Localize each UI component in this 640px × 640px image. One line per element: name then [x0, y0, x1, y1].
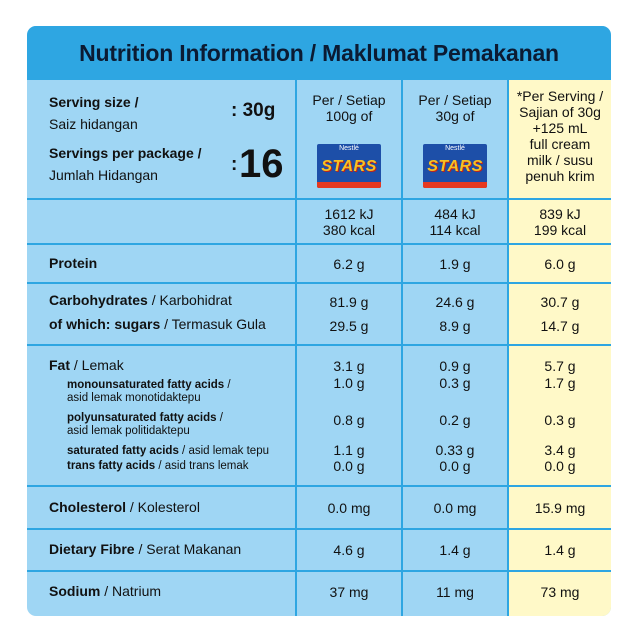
poly-per-100g: 0.8 g [333, 412, 365, 428]
cholesterol-per-serving: 15.9 mg [534, 500, 586, 516]
energy-per-serving: 839 kJ 199 kcal [533, 206, 587, 238]
divider [27, 344, 611, 346]
mono-fatty-acids-label-ms: asid lemak monotidaktepu [67, 392, 201, 404]
panel-title: Nutrition Information / Maklumat Pemakan… [27, 26, 611, 80]
trans-per-30g: 0.0 g [439, 458, 471, 474]
energy-per-100g: 1612 kJ 380 kcal [322, 206, 376, 238]
nutrition-panel: Nutrition Information / Maklumat Pemakan… [27, 26, 611, 616]
saturated-fatty-acids-label: saturated fatty acids / asid lemak tepu [67, 445, 269, 457]
mono-fatty-acids-label: monounsaturated fatty acids / [67, 379, 231, 391]
divider [27, 485, 611, 487]
column-header-per-100g: Per / Setiap 100g of [312, 92, 386, 124]
column-header-per-30g: Per / Setiap 30g of [418, 92, 492, 124]
sodium-per-30g: 11 mg [436, 584, 474, 600]
carbohydrates-label: Carbohydrates / Karbohidrat [49, 292, 232, 308]
protein-label: Protein [49, 255, 98, 271]
column-divider [507, 80, 509, 616]
divider [27, 243, 611, 245]
poly-per-serving: 0.3 g [544, 412, 576, 428]
protein-per-30g: 1.9 g [439, 256, 471, 272]
column-divider [401, 80, 403, 616]
poly-fatty-acids-label: polyunsaturated fatty acids / [67, 412, 223, 424]
energy-per-30g: 484 kJ 114 kcal [429, 206, 481, 238]
column-header-per-serving: *Per Serving / Sajian of 30g +125 mL full … [516, 88, 604, 184]
carbohydrates-per-serving: 30.7 g [540, 294, 580, 310]
stars-logo: Nestlé STARS [423, 144, 487, 188]
saturated-per-serving: 3.4 g [544, 442, 576, 458]
servings-per-package-label: Servings per package / [49, 145, 202, 161]
sugars-per-serving: 14.7 g [540, 318, 580, 334]
serving-size-label-ms: Saiz hidangan [49, 116, 138, 132]
fibre-per-100g: 4.6 g [333, 542, 365, 558]
sugars-per-100g: 29.5 g [329, 318, 369, 334]
trans-fatty-acids-label: trans fatty acids / asid trans lemak [67, 460, 249, 472]
fat-per-30g: 0.9 g [439, 358, 471, 374]
fibre-per-30g: 1.4 g [439, 542, 471, 558]
fat-per-serving: 5.7 g [544, 358, 576, 374]
divider [27, 570, 611, 572]
dietary-fibre-label: Dietary Fibre / Serat Makanan [49, 541, 242, 557]
poly-fatty-acids-label-ms: asid lemak politidaktepu [67, 425, 190, 437]
cholesterol-label: Cholesterol / Kolesterol [49, 499, 200, 515]
servings-per-package-label-ms: Jumlah Hidangan [49, 167, 158, 183]
divider [27, 198, 611, 200]
saturated-per-100g: 1.1 g [333, 442, 365, 458]
fat-per-100g: 3.1 g [333, 358, 365, 374]
mono-per-100g: 1.0 g [333, 375, 365, 391]
trans-per-serving: 0.0 g [544, 458, 576, 474]
sodium-per-100g: 37 mg [329, 584, 369, 600]
sugars-label: of which: sugars / Termasuk Gula [49, 316, 266, 332]
trans-per-100g: 0.0 g [333, 458, 365, 474]
servings-per-package-value: 16 [239, 142, 284, 186]
protein-per-serving: 6.0 g [544, 256, 576, 272]
carbohydrates-per-30g: 24.6 g [435, 294, 475, 310]
serving-size-value: : 30g [231, 100, 276, 121]
poly-per-30g: 0.2 g [439, 412, 471, 428]
sodium-label: Sodium / Natrium [49, 583, 162, 599]
serving-column-highlight [507, 80, 611, 616]
mono-per-30g: 0.3 g [439, 375, 471, 391]
sodium-per-serving: 73 mg [540, 584, 580, 600]
divider [27, 282, 611, 284]
carbohydrates-per-100g: 81.9 g [329, 294, 369, 310]
serving-size-label: Serving size / [49, 94, 139, 110]
sugars-per-30g: 8.9 g [439, 318, 471, 334]
fat-label: Fat / Lemak [49, 357, 124, 373]
cholesterol-per-30g: 0.0 mg [433, 500, 477, 516]
fibre-per-serving: 1.4 g [544, 542, 576, 558]
mono-per-serving: 1.7 g [544, 375, 576, 391]
stars-logo: Nestlé STARS [317, 144, 381, 188]
cholesterol-per-100g: 0.0 mg [327, 500, 371, 516]
column-divider [295, 80, 297, 616]
divider [27, 528, 611, 530]
servings-colon: : [231, 154, 238, 175]
saturated-per-30g: 0.33 g [435, 442, 475, 458]
protein-per-100g: 6.2 g [333, 256, 365, 272]
